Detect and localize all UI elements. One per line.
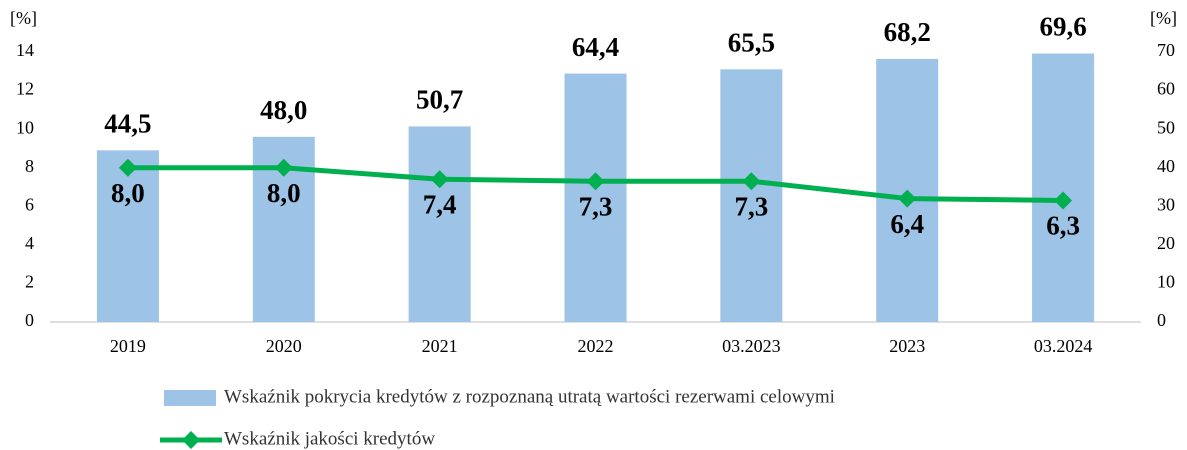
y-tick-label: 4 <box>25 233 34 253</box>
line-marker <box>742 172 761 191</box>
bar <box>720 69 783 322</box>
y-tick-label: 10 <box>16 117 34 137</box>
line-value-label: 7,3 <box>734 191 768 221</box>
x-tick-label: 2022 <box>578 336 614 356</box>
y2-tick-label: 70 <box>1157 40 1175 60</box>
y-tick-label: 12 <box>16 79 34 99</box>
line-value-label: 8,0 <box>111 178 145 208</box>
y2-tick-label: 0 <box>1157 310 1166 330</box>
y2-tick-label: 20 <box>1157 233 1175 253</box>
x-tick-label: 2021 <box>422 336 458 356</box>
bar-value-label: 44,5 <box>104 109 151 139</box>
line-marker <box>274 158 293 177</box>
bar-value-label: 48,0 <box>260 95 307 125</box>
legend-label: Wskaźnik jakości kredytów <box>224 428 435 449</box>
bar-value-label: 50,7 <box>416 85 463 115</box>
bar <box>408 126 471 322</box>
line-value-label: 7,3 <box>579 191 613 221</box>
legend-label: Wskaźnik pokrycia kredytów z rozpoznaną … <box>224 386 835 407</box>
y-tick-label: 0 <box>25 310 34 330</box>
y-tick-label: 6 <box>25 194 34 214</box>
y-tick-label: 2 <box>25 272 34 292</box>
y-tick-label: 14 <box>16 40 34 60</box>
bar-value-label: 68,2 <box>884 17 931 47</box>
line-marker <box>586 172 605 191</box>
bar-value-label: 69,6 <box>1039 12 1086 42</box>
line-value-label: 8,0 <box>267 178 301 208</box>
bar-value-label: 64,4 <box>572 32 619 62</box>
x-tick-label: 03.2024 <box>1034 336 1093 356</box>
x-tick-label: 2023 <box>889 336 925 356</box>
y2-tick-label: 60 <box>1157 79 1175 99</box>
x-tick-label: 03.2023 <box>722 336 781 356</box>
y-tick-label: 8 <box>25 156 34 176</box>
legend-swatch <box>164 390 216 406</box>
line-value-label: 7,4 <box>423 189 457 219</box>
y2-axis-label: [%] <box>1150 8 1177 28</box>
x-tick-label: 2019 <box>110 336 146 356</box>
y2-tick-label: 40 <box>1157 156 1175 176</box>
bar <box>96 150 159 322</box>
line-marker <box>898 189 917 208</box>
line-value-label: 6,4 <box>890 209 924 239</box>
legend-swatch-marker <box>182 431 200 449</box>
y2-tick-label: 50 <box>1157 117 1175 137</box>
line-marker <box>430 170 449 189</box>
line-value-label: 6,3 <box>1046 211 1080 241</box>
y2-tick-label: 30 <box>1157 194 1175 214</box>
x-tick-label: 2020 <box>266 336 302 356</box>
line-marker <box>118 158 137 177</box>
line-marker <box>1054 191 1073 210</box>
bar <box>1032 53 1095 323</box>
bar-value-label: 65,5 <box>728 28 775 58</box>
bar <box>564 73 627 322</box>
y2-tick-label: 10 <box>1157 272 1175 292</box>
y-axis-label: [%] <box>10 8 37 28</box>
